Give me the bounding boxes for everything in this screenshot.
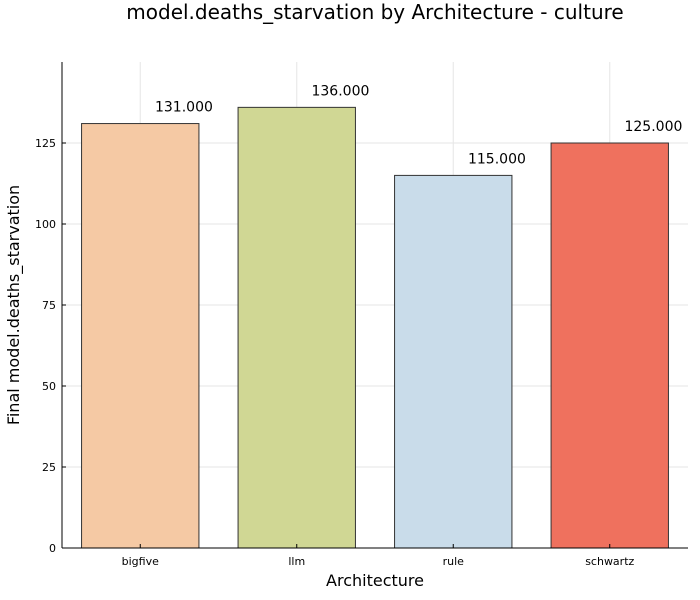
- y-axis-label: Final model.deaths_starvation: [4, 185, 24, 425]
- bar-schwartz: [550, 142, 669, 549]
- x-tick-label: bigfive: [122, 555, 159, 568]
- y-tick-label: 0: [49, 542, 56, 555]
- x-tick-label: rule: [443, 555, 465, 568]
- x-axis-label: Architecture: [326, 571, 424, 590]
- data-label-llm: 136.000: [311, 83, 369, 99]
- y-tick-label: 75: [42, 299, 56, 312]
- bar-bigfive: [81, 123, 200, 549]
- x-tick-label: schwartz: [585, 555, 634, 568]
- bar-llm: [237, 106, 356, 549]
- y-tick-label: 125: [35, 137, 56, 150]
- data-label-schwartz: 125.000: [624, 119, 682, 135]
- label-layer: 0 25 50 75 100 125 bigfive 131.000 llm 136.000 rul…: [35, 83, 682, 568]
- y-tick-label: 100: [35, 218, 56, 231]
- chart-title: model.deaths_starvation by Architecture …: [126, 0, 623, 24]
- axis-layer: [61, 62, 688, 549]
- y-tick-label: 25: [42, 461, 56, 474]
- y-tick-label: 50: [42, 380, 56, 393]
- bar-rule: [394, 174, 513, 549]
- bar-layer: [81, 106, 669, 549]
- x-tick-label: llm: [288, 555, 305, 568]
- data-label-rule: 115.000: [468, 151, 526, 167]
- data-label-bigfive: 131.000: [155, 100, 213, 116]
